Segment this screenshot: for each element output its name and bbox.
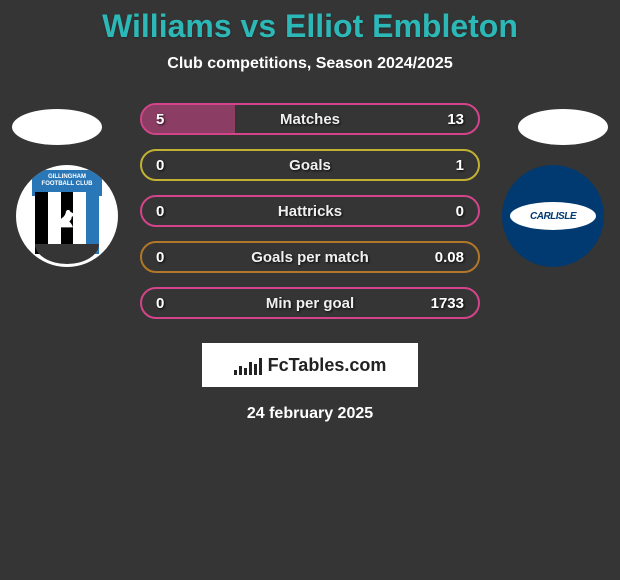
stat-left-value: 0 <box>156 203 164 220</box>
stat-label: Hattricks <box>278 203 342 220</box>
stat-right-value: 1 <box>456 157 464 174</box>
logo-text: FcTables.com <box>268 355 387 376</box>
stat-label: Matches <box>280 111 340 128</box>
stat-left-value: 0 <box>156 249 164 266</box>
date-label: 24 february 2025 <box>0 405 620 423</box>
fctables-logo: FcTables.com <box>202 343 418 387</box>
subtitle: Club competitions, Season 2024/2025 <box>0 55 620 73</box>
stat-bars: 5 Matches 13 0 Goals 1 0 Hattricks 0 0 Goals per m… <box>140 103 480 319</box>
logo-bars-icon <box>234 355 262 375</box>
gillingham-shield: GILLINGHAM FOOTBALL CLUB <box>28 170 106 262</box>
stat-row: 0 Min per goal 1733 <box>140 287 480 319</box>
stat-left-value: 0 <box>156 157 164 174</box>
carlisle-logo: CARLISLE <box>510 202 596 230</box>
carlisle-text: CARLISLE <box>530 211 576 222</box>
stat-left-value: 5 <box>156 111 164 128</box>
stat-row: 0 Goals 1 <box>140 149 480 181</box>
stat-left-value: 0 <box>156 295 164 312</box>
page-title: Williams vs Elliot Embleton <box>0 0 620 45</box>
right-team-badge: CARLISLE <box>502 165 604 267</box>
left-team-badge: GILLINGHAM FOOTBALL CLUB <box>16 165 118 267</box>
stat-row: 5 Matches 13 <box>140 103 480 135</box>
stat-right-value: 0.08 <box>435 249 464 266</box>
stat-row: 0 Goals per match 0.08 <box>140 241 480 273</box>
stat-right-value: 0 <box>456 203 464 220</box>
right-oval-deco <box>518 109 608 145</box>
horse-icon <box>53 204 81 232</box>
stat-right-value: 13 <box>447 111 464 128</box>
stat-row: 0 Hattricks 0 <box>140 195 480 227</box>
left-oval-deco <box>12 109 102 145</box>
stat-label: Min per goal <box>266 295 354 312</box>
comparison-stage: GILLINGHAM FOOTBALL CLUB CARLISLE 5 Match… <box>0 103 620 319</box>
stat-right-value: 1733 <box>431 295 464 312</box>
stat-label: Goals per match <box>251 249 369 266</box>
stat-label: Goals <box>289 157 331 174</box>
